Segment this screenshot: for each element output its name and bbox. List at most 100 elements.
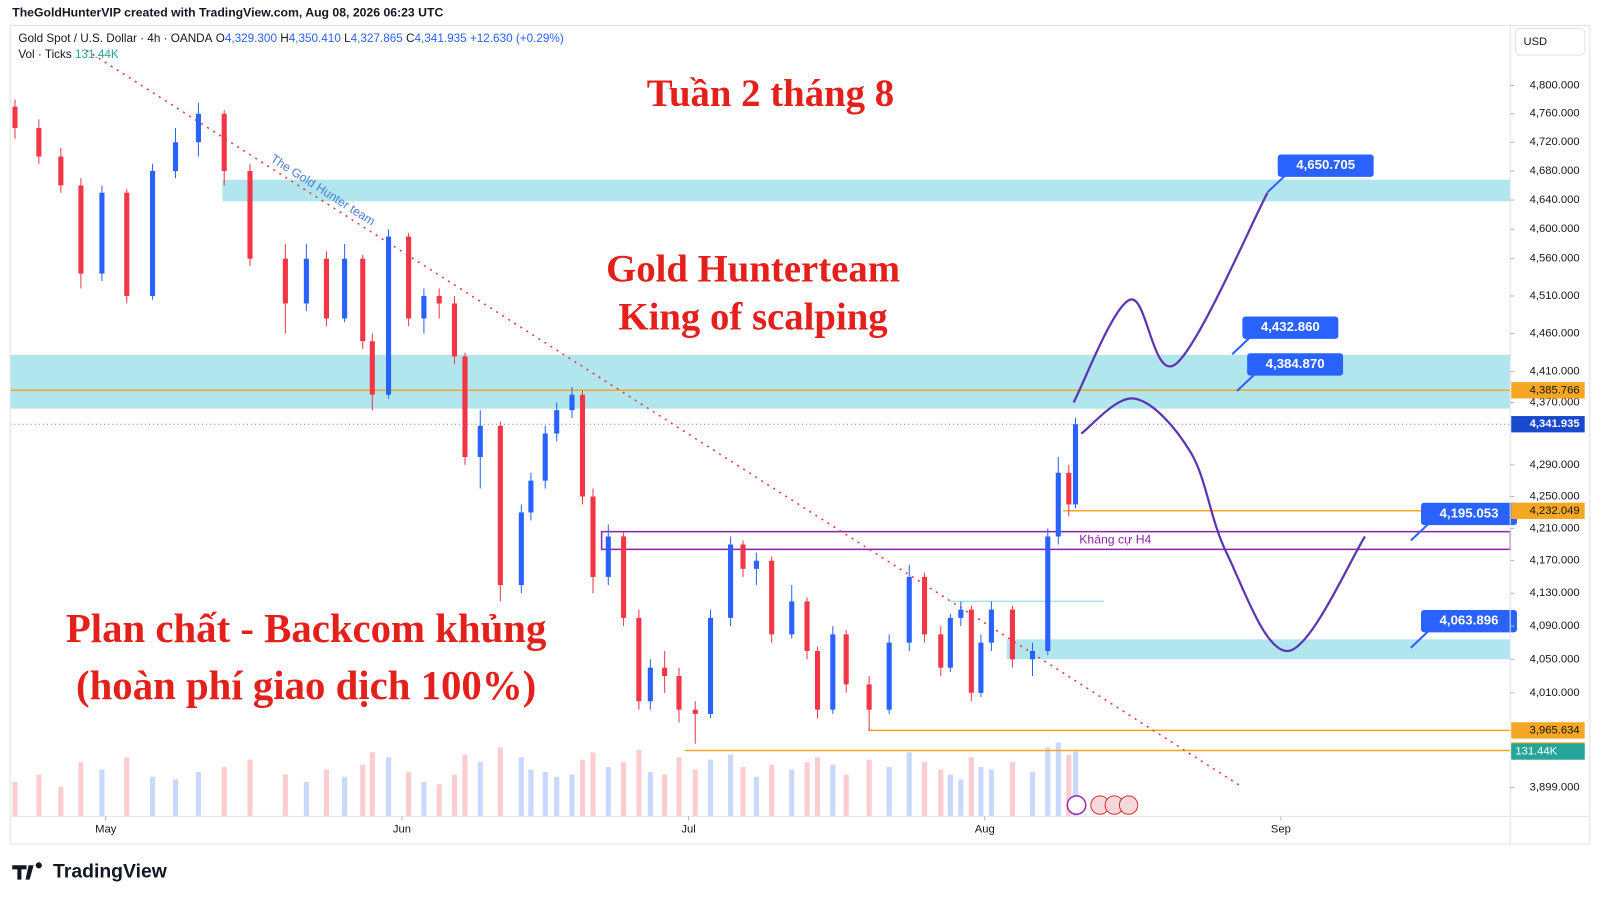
frame xyxy=(9,25,1591,845)
volume-bar xyxy=(676,757,682,817)
candle-body xyxy=(195,113,201,143)
volume-bar xyxy=(1029,771,1036,817)
volume-bar xyxy=(124,757,130,817)
y-tick-label: 4,250.000 xyxy=(1530,490,1580,502)
volume-bar xyxy=(605,767,611,817)
candle-body xyxy=(554,410,560,434)
volume-bar xyxy=(590,752,596,817)
candle-body xyxy=(462,356,468,457)
volume-bar xyxy=(569,774,575,817)
volume-bar xyxy=(988,769,994,817)
volume-bar xyxy=(385,757,392,817)
volume-tag-label: 131.44K xyxy=(1515,746,1557,758)
candle-body xyxy=(843,634,849,685)
volume-bar xyxy=(542,771,548,817)
event-icon[interactable] xyxy=(1066,795,1087,816)
plan-text: Plan chất - Backcom khủng xyxy=(66,606,547,651)
o-value: 4,329.300 xyxy=(225,32,278,45)
volume-bar xyxy=(938,769,944,817)
candle-body xyxy=(866,684,872,710)
credit: TheGoldHunterVIP created with TradingVie… xyxy=(12,5,443,19)
y-tick-label: 4,560.000 xyxy=(1530,253,1580,265)
l-value: 4,327.865 xyxy=(351,32,404,45)
vol-label: Vol · Ticks xyxy=(18,48,72,61)
candle-body xyxy=(282,258,288,304)
h-value: 4,350.410 xyxy=(289,32,342,45)
week-title: Tuần 2 tháng 8 xyxy=(647,72,894,115)
y-tick-label: 4,640.000 xyxy=(1530,194,1580,206)
candle-body xyxy=(753,560,759,569)
y-tick-label: 4,720.000 xyxy=(1530,136,1580,148)
projection-path xyxy=(1080,397,1366,653)
volume-bar xyxy=(369,752,375,817)
candle-body xyxy=(36,127,42,157)
volume-bar xyxy=(406,771,412,817)
brand: TradingView xyxy=(53,861,168,883)
x-tick-label: Aug xyxy=(975,824,995,836)
candle-body xyxy=(1045,536,1051,651)
y-tick-label: 4,460.000 xyxy=(1530,328,1580,340)
callout-label: 4,432.860 xyxy=(1261,319,1320,334)
volume-bar xyxy=(477,762,483,817)
volume-bar xyxy=(921,762,928,817)
level-tag-label: 3,965.634 xyxy=(1530,724,1580,736)
candle-body xyxy=(385,236,392,395)
x-tick-label: Jul xyxy=(681,824,695,836)
candle-body xyxy=(662,667,668,677)
candle-body xyxy=(621,536,627,618)
candle-body xyxy=(579,394,586,497)
volume-bar xyxy=(906,752,912,817)
volume-bar xyxy=(58,786,64,817)
callout-label: 4,195.053 xyxy=(1440,505,1499,520)
volume-bar xyxy=(692,769,698,817)
candle-body xyxy=(921,576,928,635)
volume-bar xyxy=(968,757,974,817)
event-icons xyxy=(1066,795,1139,816)
volume-bar xyxy=(814,757,821,817)
candle-body xyxy=(605,536,611,577)
candle-body xyxy=(421,295,427,319)
volume-bar xyxy=(830,764,836,817)
y-tick-label: 4,370.000 xyxy=(1530,396,1580,408)
callout-pointer xyxy=(1231,337,1251,355)
candle-body xyxy=(1055,472,1061,537)
resistance-label: Kháng cự H4 xyxy=(1079,533,1151,547)
level-tag xyxy=(1511,382,1585,399)
change: +12.630 (+0.29%) xyxy=(470,32,564,45)
volume-bar xyxy=(707,759,714,817)
callout-pointer xyxy=(1266,175,1286,193)
team-title: Gold Hunterteam xyxy=(606,247,900,290)
volume-bar xyxy=(958,779,964,817)
candle-body xyxy=(172,142,179,171)
volume-bar xyxy=(554,776,560,817)
callout-label: 4,063.896 xyxy=(1440,613,1499,628)
event-icon[interactable] xyxy=(1118,795,1139,815)
level-tag-label: 4,232.049 xyxy=(1530,505,1580,517)
candle-body xyxy=(436,295,442,304)
callout-box xyxy=(1247,353,1344,376)
candle-body xyxy=(886,642,892,710)
level-tag xyxy=(1511,722,1585,739)
volume-bar xyxy=(621,762,627,817)
candle-body xyxy=(728,544,734,618)
level-tag-label: 4,385.766 xyxy=(1530,384,1580,396)
candle-body xyxy=(323,258,329,319)
volume-bar xyxy=(518,757,524,817)
volume-bar xyxy=(12,781,18,817)
candle-body xyxy=(221,113,227,171)
y-tick-label: 4,760.000 xyxy=(1530,108,1580,120)
y-tick-label: 4,210.000 xyxy=(1530,522,1580,534)
candle-body xyxy=(968,609,974,693)
candle-body xyxy=(988,609,994,643)
zone xyxy=(1006,639,1511,660)
candle-body xyxy=(12,106,18,128)
volume-bar xyxy=(462,754,468,817)
currency-button[interactable] xyxy=(1514,28,1586,56)
callout-box xyxy=(1421,609,1517,633)
candle-body xyxy=(99,192,105,274)
candle-body xyxy=(124,192,130,296)
volume-bar xyxy=(728,754,734,817)
volume-bar xyxy=(497,747,503,817)
volume-bar xyxy=(303,781,309,817)
